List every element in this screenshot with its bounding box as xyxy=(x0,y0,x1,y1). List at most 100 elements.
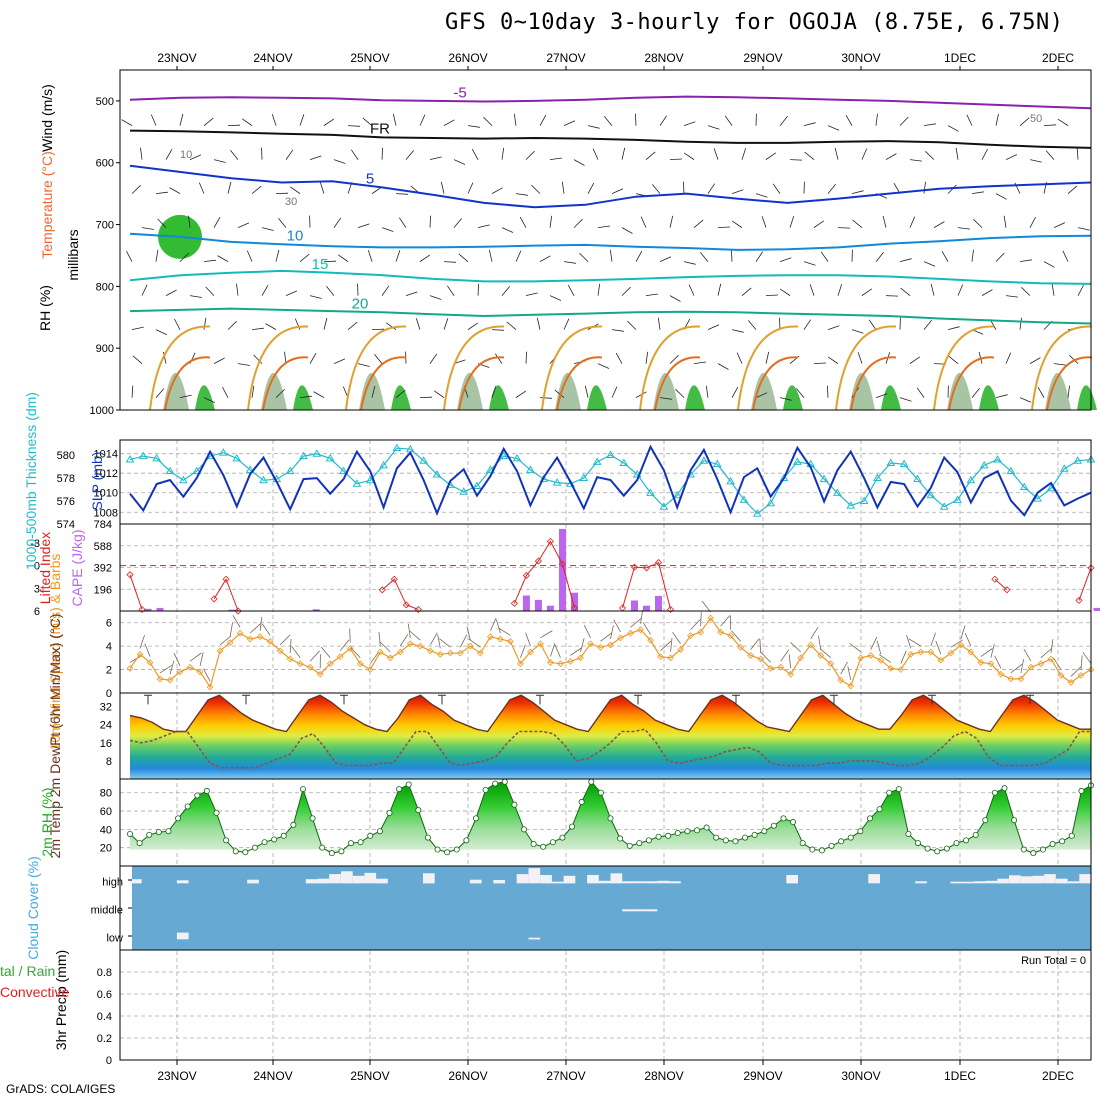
wind-speed-line xyxy=(129,616,1092,689)
wind-speed-point xyxy=(386,654,394,662)
wind-barb xyxy=(731,189,744,195)
wind-barb xyxy=(827,325,840,331)
rh-point xyxy=(866,815,873,822)
wind-speed-point xyxy=(637,626,644,634)
rh-point xyxy=(809,846,816,853)
rh-point xyxy=(482,786,489,793)
li-point xyxy=(1075,596,1083,604)
rh-point xyxy=(242,849,249,856)
wind-barb xyxy=(198,182,205,194)
wind-speed-point xyxy=(507,638,514,645)
thickness-tick: 580 xyxy=(57,450,75,462)
isotherm-30 xyxy=(262,356,309,411)
rh-point xyxy=(751,831,758,838)
wind-barb-10m xyxy=(309,650,320,662)
wind-barb xyxy=(140,147,143,160)
rh-point xyxy=(857,828,864,835)
date-label-bottom: 1DEC xyxy=(944,1069,976,1083)
wind-barb xyxy=(333,159,346,164)
wind-barb xyxy=(621,227,633,234)
thickness-point xyxy=(859,496,869,504)
panel-frame xyxy=(119,439,1092,1061)
slp-tick: 1008 xyxy=(94,507,118,519)
li-point xyxy=(522,571,530,580)
wind-barb-10m xyxy=(780,649,790,662)
wind-barb-10m xyxy=(139,634,145,649)
wind-barb xyxy=(611,188,624,195)
isotherm-label: 15 xyxy=(312,256,329,273)
rh-point xyxy=(1059,838,1066,845)
cloud-high-bar xyxy=(786,875,798,884)
rh-point xyxy=(972,831,979,838)
wind-speed-point xyxy=(657,653,664,661)
temperature-line xyxy=(129,694,1091,733)
pressure-tick: 900 xyxy=(96,343,114,355)
thickness-point xyxy=(1006,466,1016,475)
cloud-middle-bar xyxy=(622,909,634,912)
wind-speed-point xyxy=(567,658,574,665)
wind-barb xyxy=(429,215,431,228)
cloud-high-bar xyxy=(516,874,529,884)
wind-barb xyxy=(947,184,957,194)
wind-barb-10m xyxy=(173,653,181,667)
wind-barb xyxy=(948,355,959,364)
rh-axis-title: RH (%) xyxy=(37,285,53,331)
cape-tick: 784 xyxy=(94,519,112,531)
rh-point xyxy=(1030,850,1037,857)
wind-speed-point xyxy=(897,666,905,673)
wind-barb xyxy=(285,149,294,160)
isotherm-30 xyxy=(948,356,995,411)
wind-barb xyxy=(971,191,984,195)
wind-barb xyxy=(419,254,431,262)
date-label-top: 25NOV xyxy=(350,51,389,65)
wind-speed-point xyxy=(527,648,534,656)
wind-speed-point xyxy=(186,663,194,671)
wind-barb xyxy=(155,249,159,262)
wind-speed-point xyxy=(867,652,875,659)
wind-barb-10m xyxy=(203,668,211,682)
thickness-point xyxy=(699,456,709,464)
isotherm-line xyxy=(129,129,1092,149)
temp-tick: 32 xyxy=(100,702,112,714)
wind-barb xyxy=(611,329,624,332)
wind-barb xyxy=(1003,215,1007,228)
wind-speed-point xyxy=(146,659,154,666)
wind-speed-point xyxy=(607,641,614,649)
date-label-top: 1DEC xyxy=(944,51,976,65)
wind-barb xyxy=(443,318,449,330)
cape-bar xyxy=(156,607,164,611)
wind-barb xyxy=(933,221,945,228)
wind-barb xyxy=(645,151,656,160)
isotherm-label: 10 xyxy=(287,227,304,244)
cape-bar xyxy=(522,595,530,611)
wind-barb xyxy=(515,390,527,398)
wind-barb xyxy=(265,323,277,330)
wind-barb xyxy=(651,184,661,194)
thickness-point xyxy=(926,490,936,499)
wind-barb xyxy=(669,354,679,364)
wind-barb xyxy=(405,150,415,160)
wind-speed-point xyxy=(687,632,694,639)
wind-barb xyxy=(827,385,829,398)
rh-point xyxy=(223,837,230,844)
thickness-line xyxy=(129,447,1092,515)
wind-barb xyxy=(563,318,570,330)
wind-barb-10m xyxy=(847,666,852,681)
isotherm-line xyxy=(129,307,1092,325)
rh-point xyxy=(463,837,470,844)
li-point xyxy=(234,607,242,615)
rh-point xyxy=(309,815,316,822)
rh-point xyxy=(588,778,595,785)
wind-barb xyxy=(525,292,538,297)
isotherm-30 xyxy=(752,356,799,411)
wind-barb xyxy=(477,283,479,296)
wind-speed-point xyxy=(487,633,494,641)
thickness-tick: 578 xyxy=(57,473,75,485)
wind-barb xyxy=(707,183,716,194)
wind-barb xyxy=(506,321,517,330)
rh-point xyxy=(492,780,499,787)
wind-barb xyxy=(381,227,394,232)
wind-speed-point xyxy=(266,638,274,645)
date-label-bottom: 30NOV xyxy=(841,1069,880,1083)
